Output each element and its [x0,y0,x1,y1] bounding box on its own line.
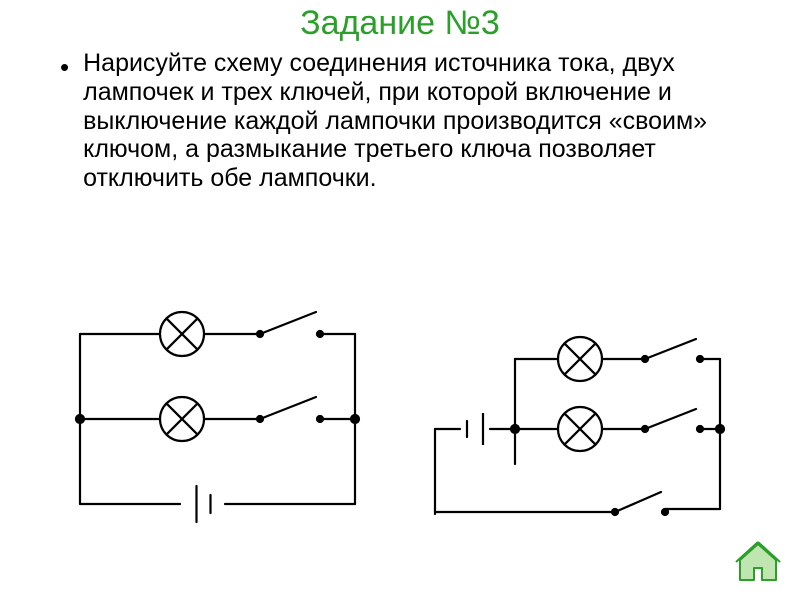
task-body: • Нарисуйте схему соединения источника т… [60,49,760,193]
task-title: Задание №3 [0,4,800,43]
circuit-diagrams [0,304,800,564]
circuit-svg [0,304,800,584]
slide: Задание №3 • Нарисуйте схему соединения … [0,4,800,600]
bullet-item: • Нарисуйте схему соединения источника т… [60,49,760,193]
home-icon[interactable] [734,538,782,586]
bullet-text: Нарисуйте схему соединения источника ток… [83,49,760,193]
bullet-marker: • [60,51,69,193]
